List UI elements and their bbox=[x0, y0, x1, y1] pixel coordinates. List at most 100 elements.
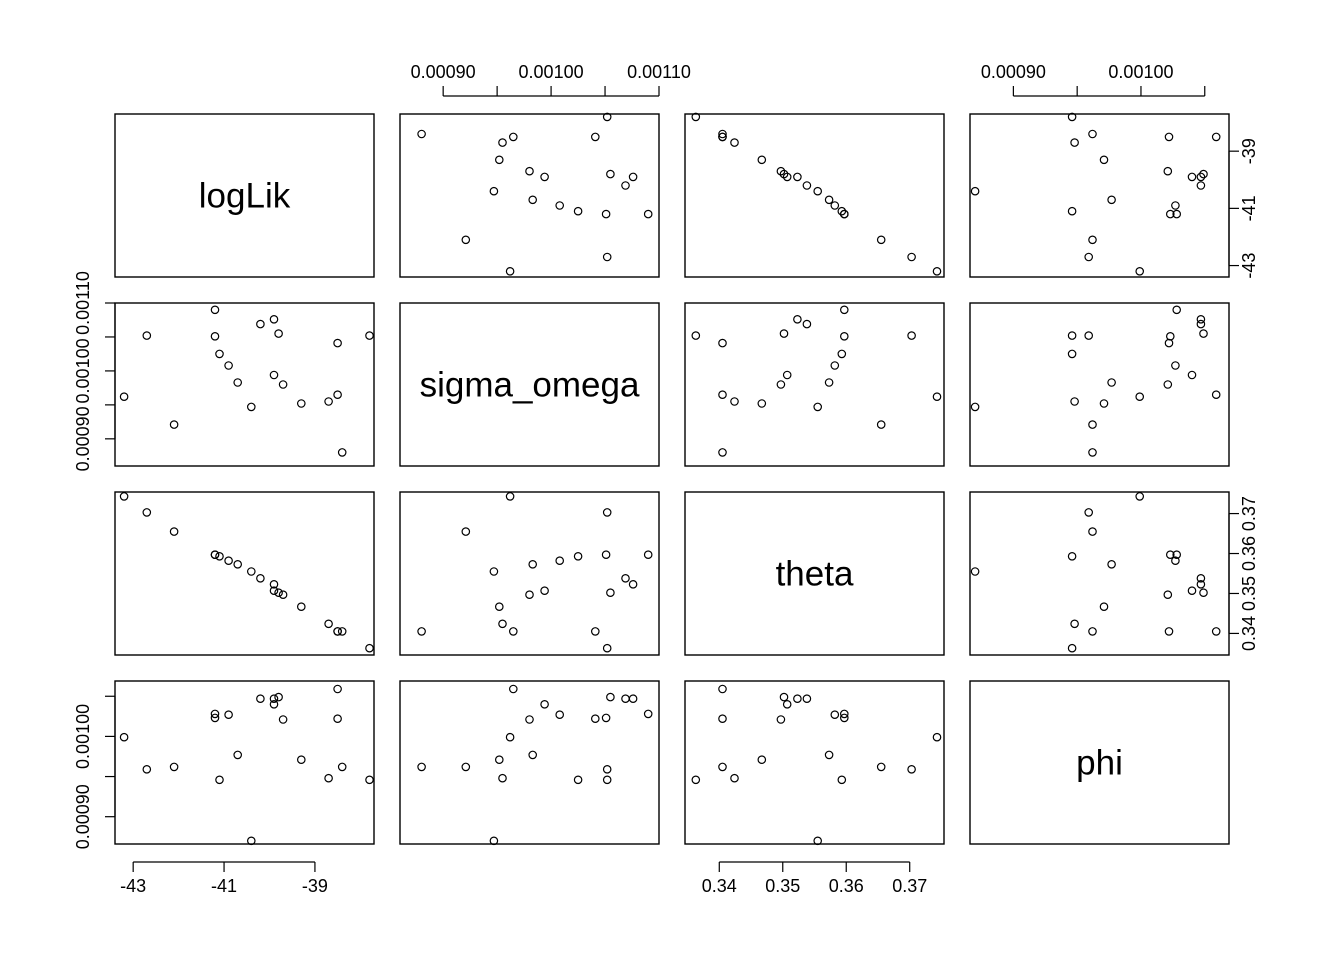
point-sigma_omega-theta-5 bbox=[837, 349, 847, 359]
point-logLik-phi-19 bbox=[1067, 112, 1077, 122]
point-logLik-phi-17 bbox=[1211, 132, 1221, 142]
point-logLik-sigma_omega-14 bbox=[494, 155, 504, 165]
point-logLik-phi-14 bbox=[1099, 155, 1109, 165]
point-sigma_omega-phi-14 bbox=[1099, 399, 1109, 408]
point-phi-sigma_omega-17 bbox=[508, 684, 518, 694]
point-logLik-phi-3 bbox=[1172, 209, 1182, 219]
point-logLik-sigma_omega-19 bbox=[602, 112, 612, 122]
point-sigma_omega-phi-0 bbox=[1135, 392, 1145, 402]
point-theta-phi-0 bbox=[1135, 492, 1145, 501]
panel-theta-vs-phi bbox=[969, 491, 1230, 656]
matrix-axes: -43 -41 -39 0.00090 0.00100 0.00110 0.34 0.35 0.… bbox=[73, 62, 1259, 896]
point-sigma_omega-phi-9 bbox=[1196, 319, 1206, 329]
point-sigma_omega-logLik-16 bbox=[333, 338, 342, 348]
point-sigma_omega-logLik-1 bbox=[142, 331, 152, 340]
point-sigma_omega-logLik-3 bbox=[210, 305, 220, 315]
point-phi-sigma_omega-6 bbox=[555, 710, 565, 720]
point-phi-theta-3 bbox=[839, 709, 849, 719]
point-theta-logLik-17 bbox=[333, 627, 342, 636]
point-sigma_omega-theta-9 bbox=[802, 319, 812, 329]
point-logLik-theta-6 bbox=[830, 201, 840, 210]
point-theta-logLik-11 bbox=[269, 586, 279, 596]
point-phi-theta-4 bbox=[839, 713, 849, 723]
point-logLik-phi-11 bbox=[1187, 172, 1197, 182]
point-theta-phi-3 bbox=[1172, 550, 1182, 560]
point-logLik-theta-14 bbox=[757, 155, 767, 165]
point-logLik-phi-15 bbox=[1070, 138, 1079, 147]
point-phi-theta-18 bbox=[718, 762, 727, 772]
point-theta-sigma_omega-3 bbox=[643, 550, 653, 560]
point-sigma_omega-logLik-15 bbox=[324, 397, 333, 406]
point-sigma_omega-phi-4 bbox=[1166, 331, 1175, 341]
point-sigma_omega-theta-8 bbox=[813, 402, 823, 412]
point-sigma_omega-phi-7 bbox=[1107, 378, 1116, 387]
point-logLik-theta-7 bbox=[824, 195, 834, 205]
point-theta-phi-2 bbox=[1088, 527, 1097, 536]
point-phi-logLik-19 bbox=[365, 775, 374, 785]
point-logLik-sigma_omega-11 bbox=[540, 172, 549, 182]
point-logLik-sigma_omega-8 bbox=[489, 186, 499, 196]
point-sigma_omega-logLik-12 bbox=[274, 329, 283, 338]
point-logLik-phi-6 bbox=[1171, 201, 1180, 210]
point-theta-phi-17 bbox=[1211, 627, 1221, 636]
point-phi-sigma_omega-14 bbox=[494, 755, 504, 765]
point-logLik-phi-1 bbox=[1084, 252, 1094, 262]
variable-label-logLik: logLik bbox=[199, 177, 291, 216]
point-logLik-phi-18 bbox=[1088, 129, 1097, 139]
point-logLik-theta-5 bbox=[837, 206, 847, 216]
x-tick-label-logLik-1: -41 bbox=[211, 876, 237, 896]
x-tick-label-phi-0: 0.00090 bbox=[981, 62, 1046, 82]
x-tick-label-theta-1: 0.35 bbox=[765, 876, 800, 896]
point-phi-logLik-7 bbox=[233, 750, 243, 760]
point-sigma_omega-logLik-14 bbox=[296, 399, 306, 408]
point-phi-logLik-8 bbox=[247, 836, 256, 846]
point-phi-sigma_omega-0 bbox=[505, 732, 515, 742]
point-phi-sigma_omega-7 bbox=[528, 750, 538, 760]
y-tick-label-logLik-2: -39 bbox=[1239, 138, 1259, 164]
point-logLik-theta-13 bbox=[776, 166, 786, 176]
matrix-points bbox=[119, 112, 1221, 846]
y-tick-label-logLik-1: -41 bbox=[1239, 195, 1259, 221]
point-theta-phi-4 bbox=[1166, 550, 1175, 560]
x-tick-label-sigma_omega-4: 0.00110 bbox=[627, 62, 691, 82]
point-theta-sigma_omega-12 bbox=[606, 588, 615, 598]
point-logLik-phi-16 bbox=[1164, 132, 1174, 142]
point-theta-phi-15 bbox=[1070, 619, 1079, 629]
point-logLik-sigma_omega-12 bbox=[606, 169, 615, 179]
y-tick-label-logLik-0: -43 bbox=[1239, 253, 1259, 279]
point-theta-sigma_omega-11 bbox=[540, 586, 549, 596]
point-sigma_omega-phi-10 bbox=[1196, 314, 1206, 324]
point-logLik-sigma_omega-7 bbox=[528, 195, 538, 205]
point-phi-logLik-6 bbox=[224, 710, 233, 720]
point-phi-theta-15 bbox=[730, 773, 739, 783]
point-theta-phi-11 bbox=[1187, 586, 1197, 596]
point-theta-sigma_omega-1 bbox=[602, 508, 612, 517]
point-theta-logLik-14 bbox=[296, 602, 306, 612]
point-logLik-phi-2 bbox=[1088, 235, 1097, 245]
panel-phi-vs-theta bbox=[684, 680, 945, 845]
point-theta-phi-12 bbox=[1199, 588, 1208, 598]
point-sigma_omega-theta-4 bbox=[839, 331, 849, 341]
point-theta-phi-7 bbox=[1107, 559, 1116, 569]
panel-logLik-vs-theta bbox=[684, 113, 945, 278]
point-theta-logLik-2 bbox=[169, 527, 179, 536]
point-theta-phi-16 bbox=[1164, 627, 1174, 636]
point-logLik-theta-0 bbox=[932, 266, 942, 276]
point-theta-sigma_omega-16 bbox=[590, 627, 600, 636]
point-phi-sigma_omega-9 bbox=[621, 694, 630, 704]
point-logLik-phi-4 bbox=[1166, 209, 1175, 219]
point-logLik-phi-7 bbox=[1107, 195, 1116, 205]
point-theta-sigma_omega-7 bbox=[528, 559, 538, 569]
point-sigma_omega-theta-3 bbox=[839, 305, 849, 315]
point-logLik-theta-4 bbox=[839, 209, 849, 219]
point-sigma_omega-phi-1 bbox=[1084, 331, 1094, 340]
point-phi-sigma_omega-10 bbox=[628, 694, 638, 704]
point-sigma_omega-theta-2 bbox=[876, 420, 886, 429]
point-theta-phi-6 bbox=[1171, 556, 1180, 566]
point-sigma_omega-logLik-10 bbox=[269, 314, 279, 324]
point-logLik-sigma_omega-9 bbox=[621, 181, 630, 190]
point-theta-logLik-4 bbox=[210, 550, 220, 560]
point-sigma_omega-theta-13 bbox=[776, 380, 786, 389]
point-logLik-sigma_omega-0 bbox=[505, 266, 515, 276]
